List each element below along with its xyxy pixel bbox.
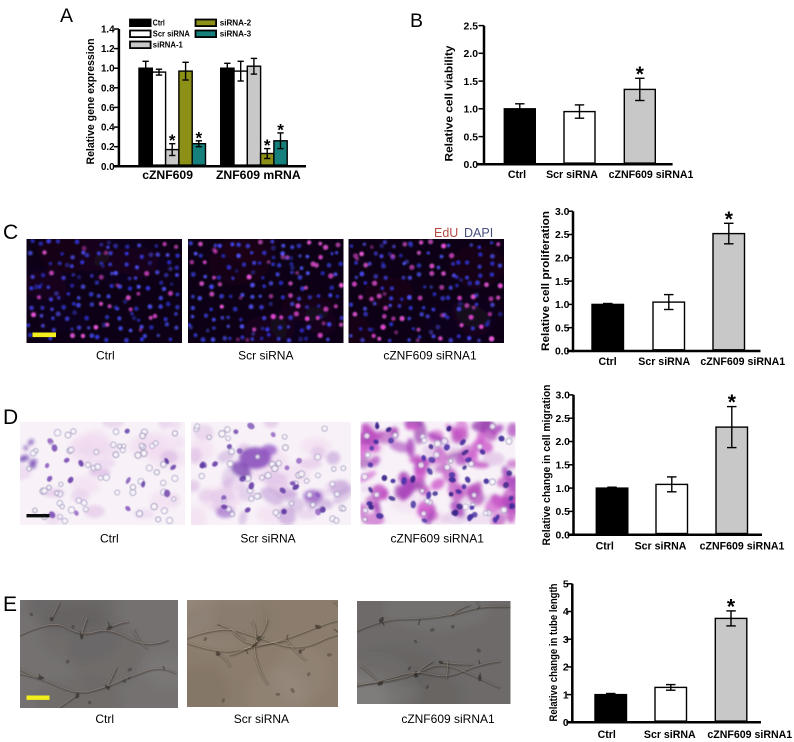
svg-text:3.0: 3.0 bbox=[555, 391, 570, 402]
svg-text:Relative cell proliferation: Relative cell proliferation bbox=[540, 211, 552, 351]
svg-text:0.5: 0.5 bbox=[555, 507, 570, 518]
svg-text:2: 2 bbox=[563, 663, 569, 674]
svg-text:Scr siRNA: Scr siRNA bbox=[238, 348, 293, 362]
svg-text:1.5: 1.5 bbox=[555, 277, 570, 288]
svg-text:3.0: 3.0 bbox=[555, 207, 570, 218]
svg-text:cZNF609 siRNA1: cZNF609 siRNA1 bbox=[391, 532, 485, 546]
svg-text:Scr siRNA: Scr siRNA bbox=[240, 532, 295, 546]
svg-text:0.5: 0.5 bbox=[464, 132, 479, 143]
svg-text:Ctrl: Ctrl bbox=[598, 356, 616, 368]
svg-text:0.0: 0.0 bbox=[555, 347, 570, 358]
svg-text:2.5: 2.5 bbox=[464, 21, 479, 32]
svg-text:2.0: 2.0 bbox=[555, 437, 570, 448]
svg-text:Ctrl: Ctrl bbox=[153, 18, 165, 28]
svg-text:Ctrl: Ctrl bbox=[596, 541, 614, 553]
svg-text:cZNF609 siRNA1: cZNF609 siRNA1 bbox=[609, 169, 694, 181]
svg-text:siRNA-3: siRNA-3 bbox=[220, 29, 252, 39]
svg-text:Ctrl: Ctrl bbox=[598, 729, 616, 741]
svg-text:*: * bbox=[728, 391, 737, 414]
svg-text:Relative gene expression: Relative gene expression bbox=[85, 38, 97, 164]
svg-text:1.2: 1.2 bbox=[101, 44, 115, 55]
svg-text:1.0: 1.0 bbox=[555, 300, 570, 311]
svg-text:0.0: 0.0 bbox=[464, 160, 479, 171]
svg-text:cZNF609 siRNA1: cZNF609 siRNA1 bbox=[401, 712, 495, 726]
svg-text:1.0: 1.0 bbox=[555, 484, 570, 495]
svg-text:3: 3 bbox=[563, 635, 569, 646]
svg-text:Scr siRNA: Scr siRNA bbox=[153, 29, 190, 39]
svg-text:1.0: 1.0 bbox=[101, 64, 115, 75]
svg-text:Scr siRNA: Scr siRNA bbox=[234, 712, 289, 726]
svg-text:Relative change in tube length: Relative change in tube length bbox=[548, 584, 560, 722]
svg-text:Scr siRNA: Scr siRNA bbox=[638, 356, 690, 368]
svg-text:0.2: 0.2 bbox=[101, 142, 115, 153]
svg-text:4: 4 bbox=[563, 607, 569, 618]
svg-text:1.0: 1.0 bbox=[464, 105, 479, 116]
svg-text:0.4: 0.4 bbox=[101, 123, 115, 134]
svg-text:0: 0 bbox=[563, 718, 569, 729]
svg-text:cZNF609: cZNF609 bbox=[142, 168, 193, 182]
svg-text:siRNA-2: siRNA-2 bbox=[220, 18, 252, 28]
svg-text:B: B bbox=[410, 10, 423, 32]
svg-text:EdU: EdU bbox=[434, 226, 458, 240]
svg-text:1: 1 bbox=[563, 690, 569, 701]
svg-text:*: * bbox=[277, 120, 284, 139]
svg-text:ZNF609 mRNA: ZNF609 mRNA bbox=[216, 168, 301, 182]
svg-text:1.5: 1.5 bbox=[555, 461, 570, 472]
svg-text:Relative change in cell migrat: Relative change in cell migration bbox=[541, 385, 553, 546]
svg-text:Relative cell viability: Relative cell viability bbox=[444, 45, 456, 161]
svg-text:*: * bbox=[264, 136, 271, 155]
svg-text:0.5: 0.5 bbox=[555, 323, 570, 334]
svg-text:0.0: 0.0 bbox=[101, 162, 115, 173]
svg-text:E: E bbox=[3, 593, 17, 616]
svg-text:cZNF609 siRNA1: cZNF609 siRNA1 bbox=[707, 729, 792, 741]
svg-text:2.0: 2.0 bbox=[464, 49, 479, 60]
svg-text:Ctrl: Ctrl bbox=[100, 532, 119, 546]
svg-text:Scr siRNA: Scr siRNA bbox=[546, 169, 598, 181]
svg-text:Ctrl: Ctrl bbox=[508, 169, 526, 181]
svg-text:2.5: 2.5 bbox=[555, 230, 570, 241]
svg-text:*: * bbox=[636, 63, 645, 86]
svg-text:C: C bbox=[3, 221, 18, 244]
svg-text:DAPI: DAPI bbox=[464, 226, 493, 240]
svg-text:siRNA-1: siRNA-1 bbox=[153, 40, 183, 50]
svg-text:*: * bbox=[727, 595, 736, 618]
svg-text:Ctrl: Ctrl bbox=[95, 712, 114, 726]
svg-text:A: A bbox=[60, 5, 73, 27]
svg-text:cZNF609 siRNA1: cZNF609 siRNA1 bbox=[700, 356, 785, 368]
svg-text:*: * bbox=[169, 131, 176, 150]
svg-text:*: * bbox=[195, 128, 202, 147]
svg-text:Scr siRNA: Scr siRNA bbox=[644, 729, 696, 741]
svg-text:Scr siRNA: Scr siRNA bbox=[635, 541, 687, 553]
svg-text:1.4: 1.4 bbox=[101, 25, 115, 36]
svg-text:Ctrl: Ctrl bbox=[96, 348, 115, 362]
svg-text:cZNF609 siRNA1: cZNF609 siRNA1 bbox=[700, 541, 785, 553]
svg-text:2.0: 2.0 bbox=[555, 254, 570, 265]
svg-text:*: * bbox=[725, 208, 734, 231]
svg-text:0.0: 0.0 bbox=[555, 530, 570, 541]
svg-text:0.6: 0.6 bbox=[101, 103, 115, 114]
svg-text:0.8: 0.8 bbox=[101, 83, 115, 94]
svg-text:D: D bbox=[3, 406, 18, 429]
svg-text:5: 5 bbox=[563, 580, 569, 591]
svg-text:2.5: 2.5 bbox=[555, 414, 570, 425]
svg-text:cZNF609 siRNA1: cZNF609 siRNA1 bbox=[383, 348, 477, 362]
svg-text:1.5: 1.5 bbox=[464, 77, 479, 88]
